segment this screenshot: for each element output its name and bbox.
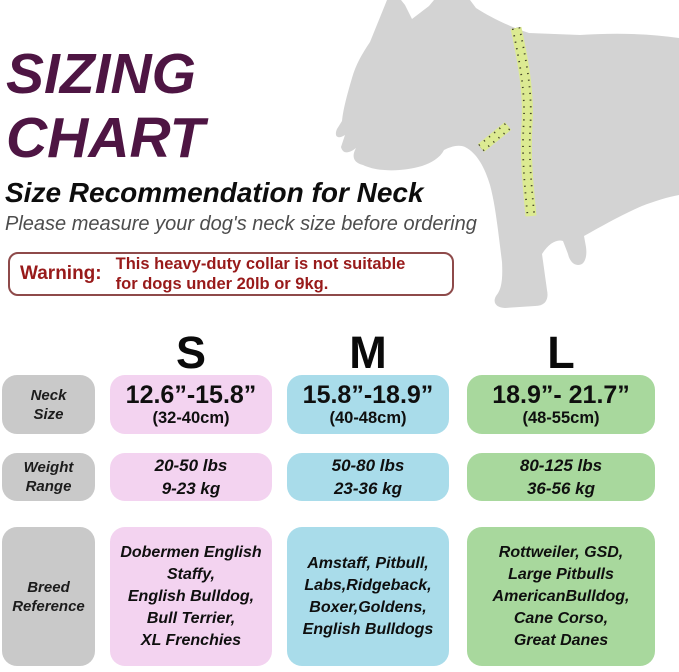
neck-size-value-s: 12.6”-15.8” (125, 381, 257, 409)
weight-range-cell-s: 20-50 lbs 9-23 kg (110, 453, 272, 501)
dog-body-shape (335, 0, 679, 308)
row-label-neck-size-text: Neck Size (30, 386, 67, 423)
weight-range-cell-m: 50-80 lbs 23-36 kg (287, 453, 449, 501)
neck-size-cm-l: (48-55cm) (522, 409, 600, 427)
neck-size-cell-l: 18.9”- 21.7” (48-55cm) (467, 375, 655, 434)
breed-reference-cell-l: Rottweiler, GSD, Large Pitbulls American… (467, 527, 655, 666)
row-label-breed-reference-text: Breed Reference (12, 578, 85, 615)
warning-box: Warning: This heavy-duty collar is not s… (8, 252, 454, 296)
breed-list-l: Rottweiler, GSD, Large Pitbulls American… (492, 543, 630, 649)
neck-size-cell-s: 12.6”-15.8” (32-40cm) (110, 375, 272, 434)
neck-size-value-l: 18.9”- 21.7” (492, 381, 630, 409)
warning-message-line-2: for dogs under 20lb or 9kg. (115, 275, 329, 293)
row-label-weight-range-text: Weight Range (23, 459, 74, 495)
weight-range-value-s: 20-50 lbs 9-23 kg (154, 456, 228, 498)
warning-message: This heavy-duty collar is not suitable f… (116, 254, 406, 294)
column-header-l: L (547, 327, 575, 378)
breed-list-m: Amstaff, Pitbull, Labs,Ridgeback, Boxer,… (302, 554, 434, 638)
column-header-m: M (349, 327, 387, 378)
row-label-neck-size: Neck Size (2, 375, 95, 434)
neck-size-cm-m: (40-48cm) (329, 409, 407, 427)
breed-reference-cell-s: Dobermen English Staffy, English Bulldog… (110, 527, 272, 666)
measure-note: Please measure your dog's neck size befo… (5, 213, 477, 235)
warning-message-line-1: This heavy-duty collar is not suitable (115, 255, 406, 273)
weight-range-value-m: 50-80 lbs 23-36 kg (331, 456, 405, 498)
breed-reference-cell-m: Amstaff, Pitbull, Labs,Ridgeback, Boxer,… (287, 527, 449, 666)
neck-size-cm-s: (32-40cm) (152, 409, 230, 427)
neck-size-value-m: 15.8”-18.9” (302, 381, 434, 409)
row-label-breed-reference: Breed Reference (2, 527, 95, 666)
weight-range-value-l: 80-125 lbs 36-56 kg (519, 456, 603, 498)
dog-silhouette-graphic (335, 0, 679, 308)
neck-size-cell-m: 15.8”-18.9” (40-48cm) (287, 375, 449, 434)
breed-list-s: Dobermen English Staffy, English Bulldog… (120, 543, 262, 649)
measuring-tape-icon (477, 26, 537, 217)
weight-range-cell-l: 80-125 lbs 36-56 kg (467, 453, 655, 501)
subtitle: Size Recommendation for Neck (5, 177, 424, 208)
warning-label: Warning: (20, 263, 102, 284)
column-header-s: S (175, 327, 206, 378)
row-label-weight-range: Weight Range (2, 453, 95, 501)
page-title-line-1: SIZING (6, 42, 197, 106)
page-title-line-2: CHART (6, 106, 205, 170)
